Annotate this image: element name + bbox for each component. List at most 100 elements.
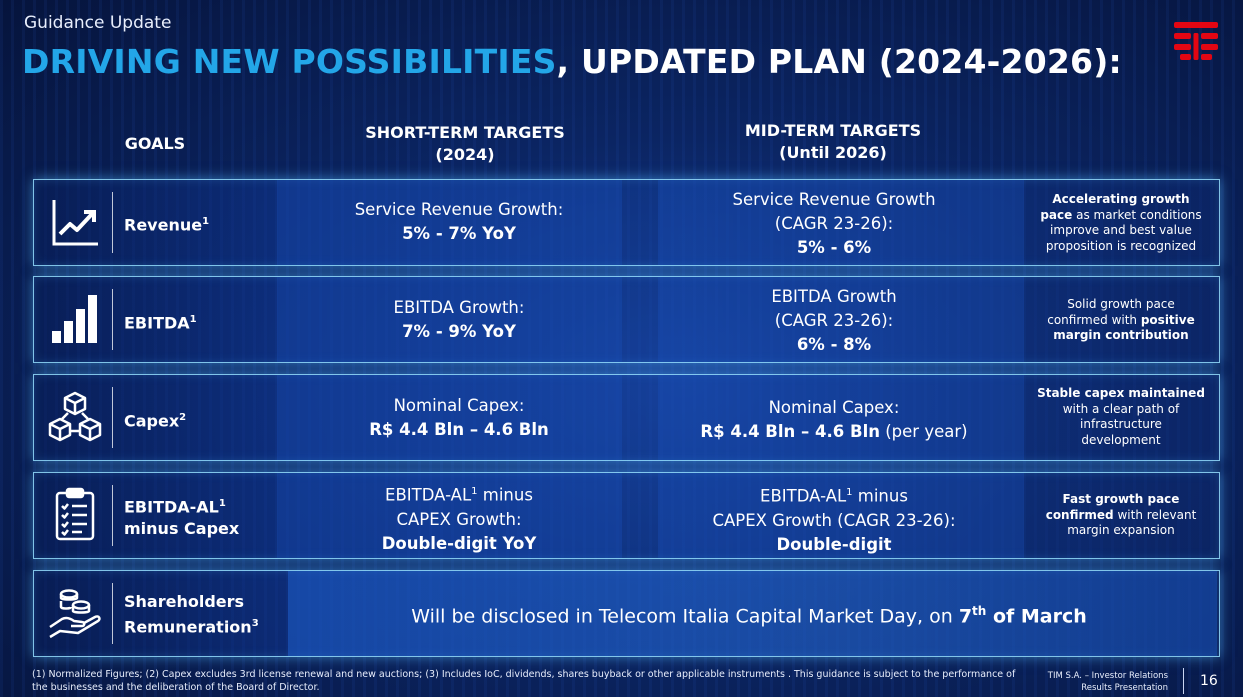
- comment-capex: Stable capex maintained with a clear pat…: [1037, 386, 1205, 448]
- target-qualifier: (per year): [879, 422, 968, 441]
- target-label: minus: [477, 485, 533, 505]
- disclosure-text: Will be disclosed in Telecom Italia Capi…: [294, 599, 1204, 628]
- trend-chart-icon: [52, 200, 98, 246]
- comment-text: development: [1081, 432, 1161, 447]
- column-header-short-term: SHORT-TERM TARGETS (2024): [300, 122, 630, 166]
- comment-text: Solid growth pace: [1067, 297, 1175, 311]
- goal-row-shareholders-remuneration: Shareholders Remuneration3 Will be discl…: [33, 570, 1220, 657]
- mid-term-target-ebitda: EBITDA Growth (CAGR 23-26): 6% - 8%: [664, 285, 1004, 357]
- goal-label-capex: Capex2: [124, 407, 186, 432]
- goal-label-ebitda: EBITDA1: [124, 309, 197, 334]
- target-label: EBITDA-AL: [385, 485, 472, 505]
- footnote: (1) Normalized Figures; (2) Capex exclud…: [32, 669, 1016, 693]
- row-separator: [112, 192, 113, 253]
- target-value: 7% - 9% YoY: [402, 322, 516, 341]
- mid-term-panel: [658, 277, 1024, 362]
- mid-term-panel: [658, 375, 1024, 460]
- row-separator: [112, 583, 113, 644]
- short-term-target-ebitda-al: EBITDA-AL1 minus CAPEX Growth: Double-di…: [294, 480, 624, 556]
- target-label: Nominal Capex:: [393, 396, 525, 415]
- comment-text: margin expansion: [1067, 523, 1175, 537]
- footnote-marker: 2: [179, 412, 187, 423]
- target-value: 6% - 8%: [796, 335, 872, 354]
- goal-label-text: minus Capex: [124, 519, 240, 539]
- comment-revenue: Accelerating growth pace as market condi…: [1037, 192, 1205, 254]
- goal-label-revenue: Revenue1: [124, 211, 209, 236]
- comment-text: with a clear path of: [1062, 401, 1180, 416]
- mid-term-target-capex: Nominal Capex: R$ 4.4 Bln – 4.6 Bln (per…: [664, 396, 1004, 444]
- cubes-network-icon: [48, 391, 102, 442]
- comment-bold: Accelerating growth: [1052, 192, 1190, 206]
- footnote-marker: 1: [471, 486, 478, 497]
- mid-term-target-ebitda-al: EBITDA-AL1 minus CAPEX Growth (CAGR 23-2…: [664, 481, 1004, 557]
- target-label: CAPEX Growth:: [396, 509, 522, 529]
- page-title-highlight: DRIVING NEW POSSIBILITIES: [22, 42, 557, 81]
- goal-row-ebitda: EBITDA1 EBITDA Growth: 7% - 9% YoY EBITD…: [33, 276, 1220, 363]
- column-header-mid-term-period: (Until 2026): [779, 143, 887, 162]
- short-term-panel: [277, 473, 622, 558]
- goal-row-ebitda-al-minus-capex: EBITDA-AL1 minus Capex EBITDA-AL1 minus …: [33, 472, 1220, 559]
- disclosure-panel: [288, 571, 1217, 656]
- goal-label-text: Remuneration: [124, 617, 252, 637]
- goal-label-text: EBITDA-AL: [124, 497, 219, 517]
- target-value: Double-digit YoY: [381, 533, 537, 553]
- disclosure-date-day: 7: [958, 605, 973, 628]
- comment-text: infrastructure: [1080, 417, 1162, 431]
- checklist-clipboard-icon: [55, 487, 95, 541]
- page-title-rest: , UPDATED PLAN (2024-2026):: [556, 42, 1122, 81]
- short-term-panel: [277, 180, 622, 265]
- target-value: Double-digit: [776, 534, 892, 554]
- short-term-target-revenue: Service Revenue Growth: 5% - 7% YoY: [294, 198, 624, 246]
- target-label: EBITDA-AL: [760, 486, 847, 506]
- goal-label-text: Revenue: [124, 215, 203, 235]
- hand-coins-icon: [49, 589, 101, 639]
- disclosure-date-month: of March: [986, 605, 1087, 628]
- comment-text: proposition is recognized: [1045, 238, 1197, 253]
- target-value: R$ 4.4 Bln – 4.6 Bln: [700, 422, 880, 441]
- short-term-target-ebitda: EBITDA Growth: 7% - 9% YoY: [294, 296, 624, 344]
- target-label: Nominal Capex:: [768, 398, 900, 417]
- target-label: Service Revenue Growth:: [354, 200, 564, 219]
- target-label: CAPEX Growth (CAGR 23-26):: [712, 510, 956, 530]
- row-separator: [112, 387, 113, 448]
- page-number: 16: [1200, 673, 1218, 689]
- mid-term-target-revenue: Service Revenue Growth (CAGR 23-26): 5% …: [664, 188, 1004, 260]
- comment-bold: pace: [1040, 207, 1073, 222]
- comment-bold: Fast growth pace: [1062, 492, 1180, 506]
- footer-divider: [1183, 668, 1184, 694]
- goal-row-capex: Capex2 Nominal Capex: R$ 4.4 Bln – 4.6 B…: [33, 374, 1220, 461]
- page-title: DRIVING NEW POSSIBILITIES, UPDATED PLAN …: [22, 42, 1122, 81]
- column-header-mid-term-title: MID-TERM TARGETS: [744, 121, 922, 140]
- target-label: EBITDA Growth:: [393, 298, 525, 317]
- target-label: Service Revenue Growth: [732, 190, 936, 209]
- comment-text: confirmed with: [1047, 312, 1141, 327]
- column-header-mid-term: MID-TERM TARGETS (Until 2026): [668, 120, 998, 164]
- footnote-marker: 3: [251, 618, 259, 629]
- footnote-marker: 1: [202, 216, 210, 227]
- bar-chart-icon: [52, 295, 97, 343]
- disclosure-sentence: Will be disclosed in Telecom Italia Capi…: [411, 605, 959, 628]
- footer-company: TIM S.A. – Investor Relations Results Pr…: [1015, 670, 1168, 694]
- target-value: 5% - 7% YoY: [402, 224, 516, 243]
- target-label: minus: [852, 486, 908, 506]
- footnote-marker: 1: [218, 498, 226, 509]
- comment-text: with relevant: [1113, 507, 1197, 522]
- target-label: EBITDA Growth: [771, 287, 897, 306]
- column-header-short-term-period: (2024): [435, 145, 495, 164]
- comment-bold: positive: [1140, 312, 1195, 327]
- section-kicker: Guidance Update: [24, 13, 172, 33]
- column-header-short-term-title: SHORT-TERM TARGETS: [365, 123, 565, 142]
- goal-label-ebitda-al-minus-capex: EBITDA-AL1 minus Capex: [124, 493, 239, 540]
- footer-company-line: Results Presentation: [1081, 683, 1168, 693]
- goal-label-text: EBITDA: [124, 313, 190, 333]
- goal-label-text: Capex: [124, 411, 180, 431]
- target-value: 5% - 6%: [796, 238, 872, 257]
- comment-text: improve and best value: [1050, 223, 1192, 237]
- mid-term-panel: [658, 473, 1024, 558]
- tim-logo-icon: [1174, 22, 1218, 60]
- comment-text: as market conditions: [1072, 207, 1202, 222]
- target-period: (CAGR 23-26):: [774, 214, 894, 233]
- footnote-marker: 1: [189, 314, 197, 325]
- row-separator: [112, 485, 113, 546]
- row-separator: [112, 289, 113, 350]
